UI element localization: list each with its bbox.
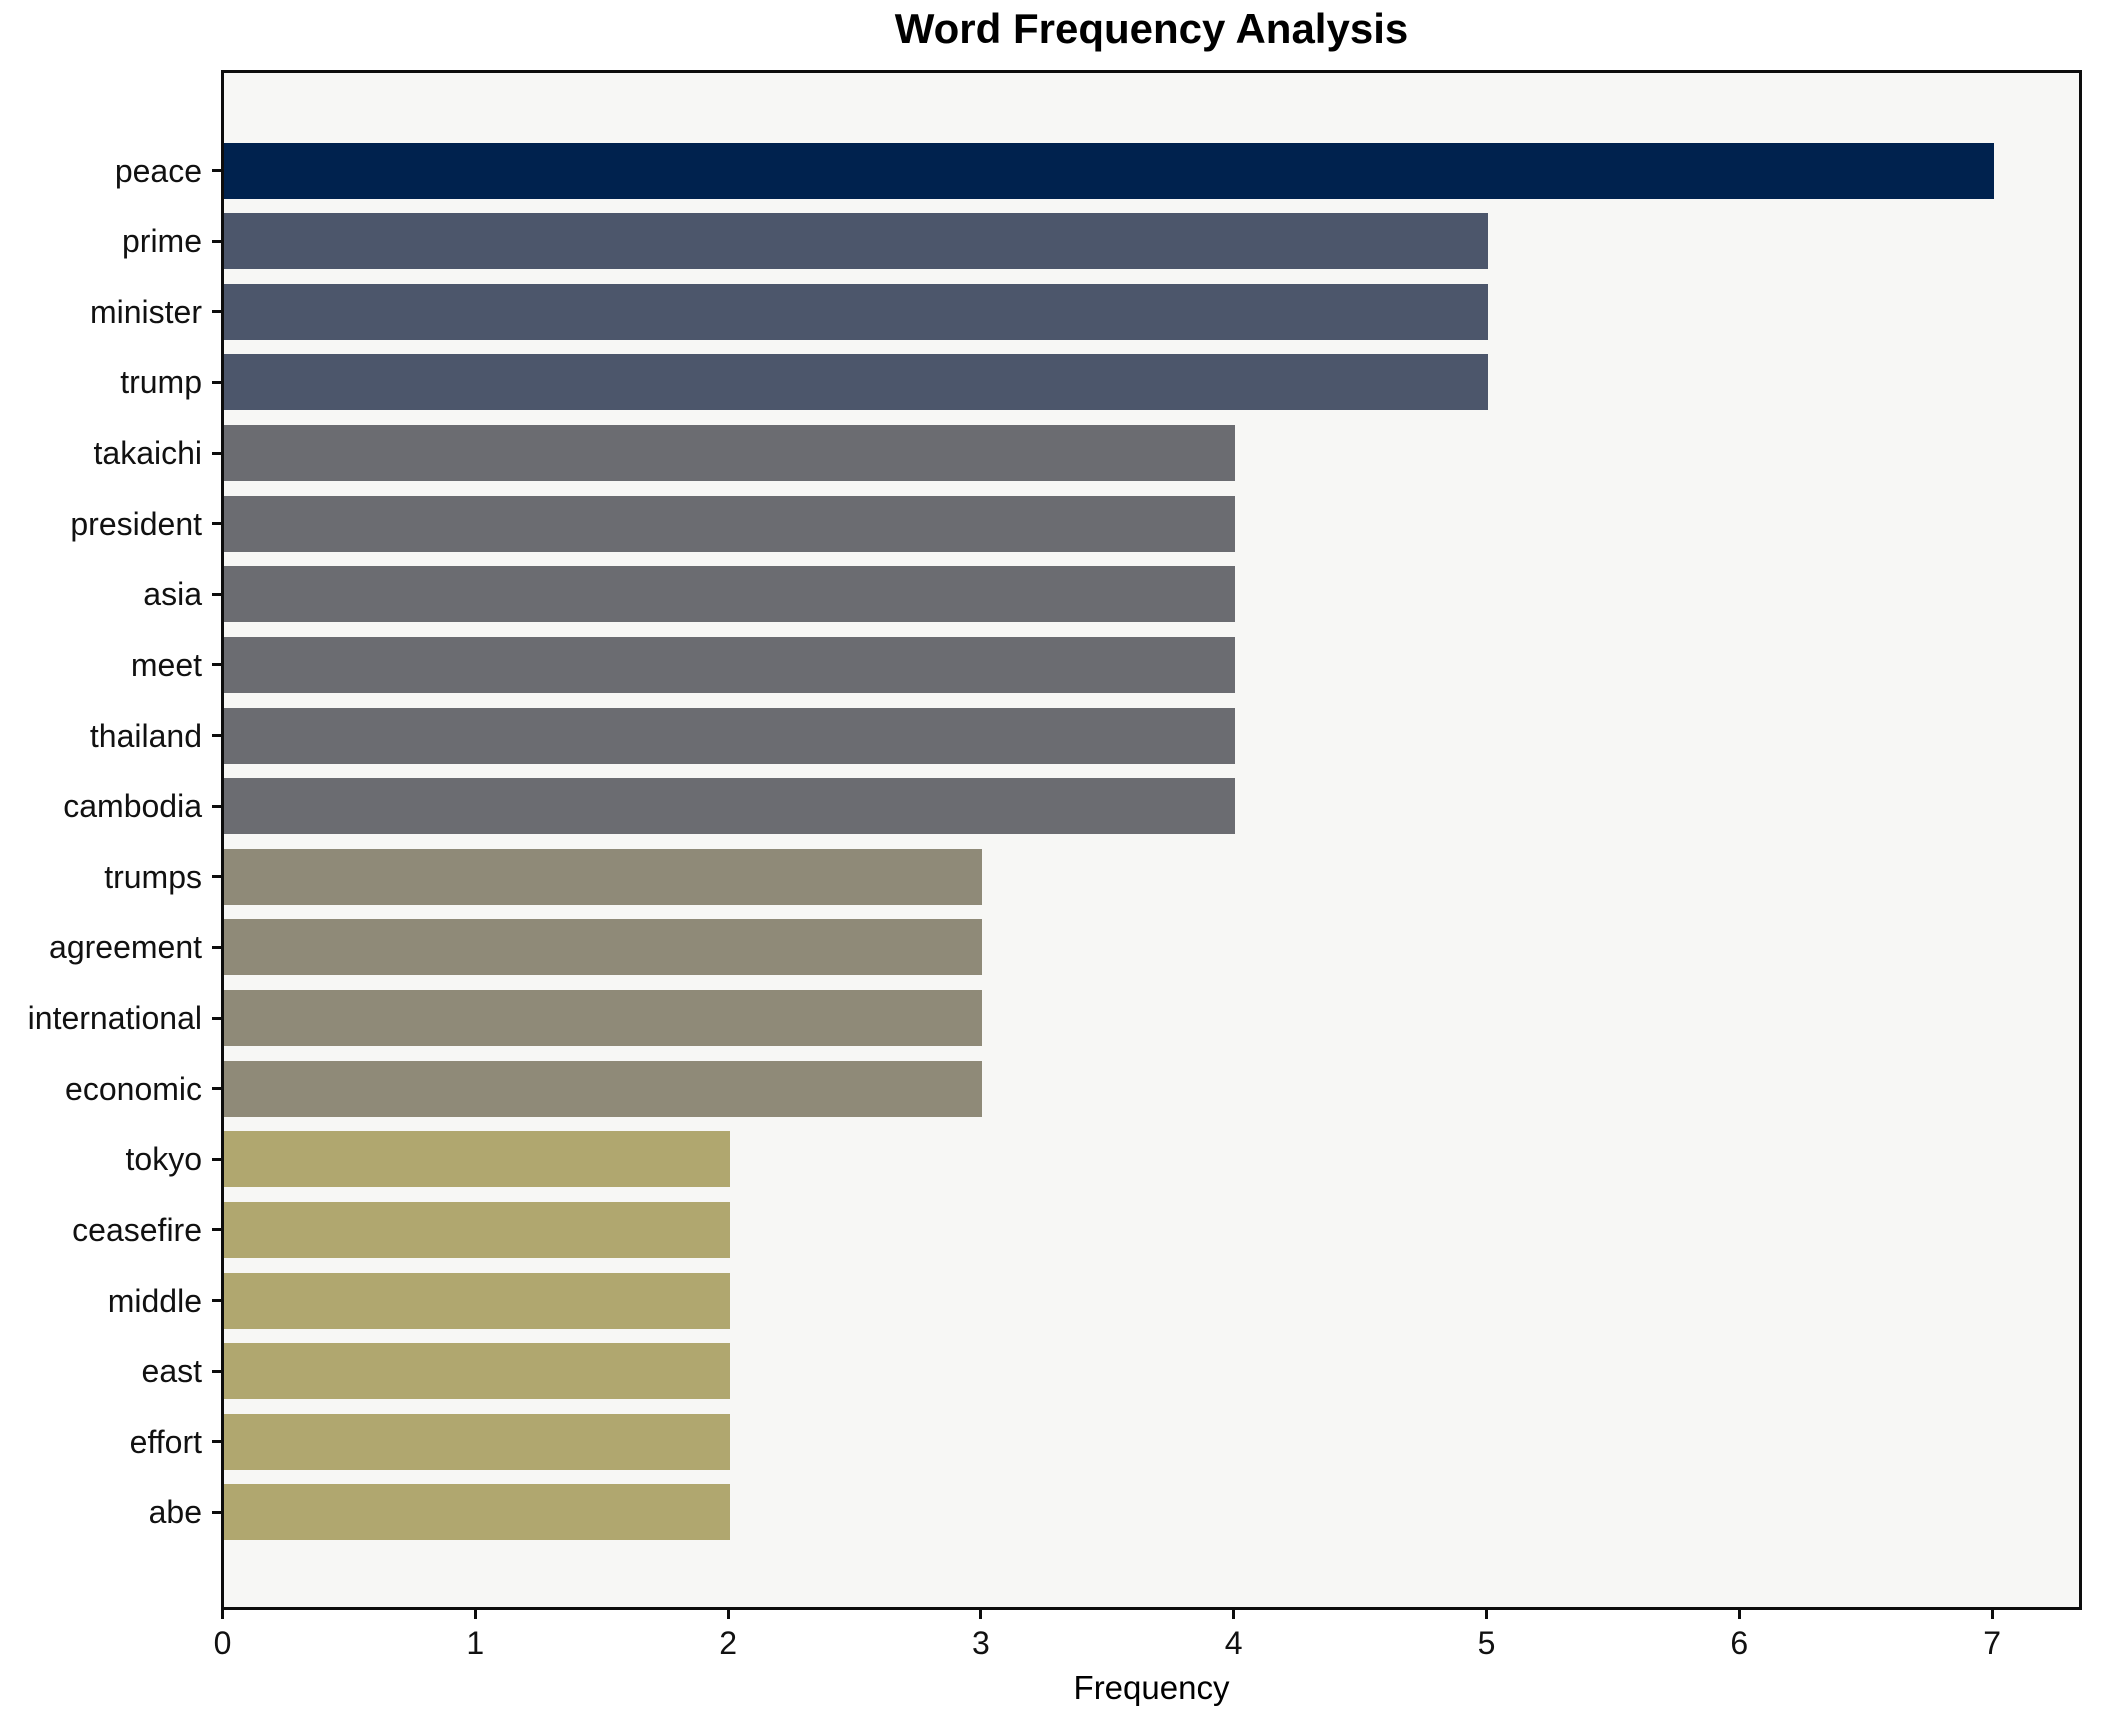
y-tick-label-east: east: [141, 1353, 202, 1390]
y-tick-label-cambodia: cambodia: [63, 788, 202, 825]
bar-economic: [224, 1060, 983, 1117]
bar-abe: [224, 1484, 730, 1541]
y-tick-label-middle: middle: [107, 1282, 202, 1319]
bar-meet: [224, 636, 1236, 693]
bar-trump: [224, 354, 1488, 411]
x-axis-title: Frequency: [1073, 1669, 1230, 1706]
x-tick-mark: [473, 1610, 477, 1619]
y-tick-label-tokyo: tokyo: [125, 1141, 202, 1178]
y-tick-label-international: international: [27, 1000, 202, 1037]
y-tick-mark: [212, 239, 221, 243]
y-tick-mark: [212, 1369, 221, 1373]
plot-area: [221, 70, 2082, 1610]
y-tick-label-trump: trump: [120, 364, 202, 401]
y-tick-mark: [212, 380, 221, 384]
y-tick-label-trumps: trumps: [104, 858, 202, 895]
y-tick-mark: [212, 1299, 221, 1303]
bar-effort: [224, 1413, 730, 1470]
y-tick-label-president: president: [70, 505, 202, 542]
x-tick-mark: [1485, 1610, 1488, 1619]
y-tick-mark: [212, 522, 221, 526]
y-tick-label-economic: economic: [65, 1070, 202, 1107]
bar-thailand: [224, 707, 1236, 764]
x-tick-label-4: 4: [1224, 1625, 1243, 1661]
y-tick-label-abe: abe: [148, 1494, 202, 1531]
y-tick-mark: [212, 1440, 221, 1444]
y-tick-label-ceasefire: ceasefire: [72, 1211, 202, 1248]
y-tick-label-effort: effort: [129, 1423, 202, 1460]
x-tick-label-5: 5: [1477, 1625, 1496, 1661]
x-tick-label-6: 6: [1730, 1625, 1749, 1661]
x-tick-label-7: 7: [1983, 1625, 2001, 1661]
bar-tokyo: [224, 1131, 730, 1188]
y-tick-mark: [212, 451, 221, 455]
chart-title: Word Frequency Analysis: [894, 5, 1409, 52]
bar-peace: [224, 142, 1994, 199]
x-tick-mark: [1232, 1610, 1236, 1619]
y-tick-mark: [212, 804, 221, 808]
y-tick-mark: [212, 1157, 221, 1161]
bar-middle: [224, 1272, 730, 1329]
x-tick-label-3: 3: [971, 1625, 990, 1661]
y-tick-label-prime: prime: [121, 223, 202, 260]
x-tick-label-2: 2: [719, 1625, 737, 1661]
x-tick-mark: [1737, 1610, 1741, 1619]
bar-minister: [224, 283, 1488, 340]
y-tick-mark: [212, 310, 221, 314]
bar-takaichi: [224, 425, 1236, 482]
y-tick-mark: [212, 945, 221, 949]
bar-asia: [224, 566, 1236, 623]
bar-cambodia: [224, 778, 1236, 835]
bar-international: [224, 990, 983, 1047]
x-tick-mark: [221, 1610, 224, 1619]
y-tick-label-takaichi: takaichi: [93, 435, 203, 472]
y-tick-label-thailand: thailand: [89, 717, 202, 754]
bar-agreement: [224, 919, 983, 976]
x-tick-label-1: 1: [466, 1625, 485, 1661]
y-tick-label-minister: minister: [89, 293, 202, 330]
y-tick-mark: [212, 592, 221, 596]
y-tick-label-meet: meet: [130, 646, 202, 683]
x-tick-label-0: 0: [213, 1625, 232, 1661]
y-tick-label-agreement: agreement: [49, 929, 202, 966]
y-tick-mark: [212, 169, 221, 172]
x-tick-mark: [979, 1610, 983, 1619]
y-tick-mark: [212, 663, 221, 667]
y-tick-mark: [212, 1016, 221, 1020]
x-tick-mark: [726, 1610, 730, 1619]
y-tick-mark: [212, 1087, 221, 1091]
bar-prime: [224, 213, 1488, 270]
bar-ceasefire: [224, 1201, 730, 1258]
y-tick-mark: [212, 1510, 221, 1514]
y-tick-mark: [212, 1228, 221, 1232]
y-tick-mark: [212, 734, 221, 738]
y-tick-mark: [212, 875, 221, 879]
bar-east: [224, 1343, 730, 1400]
y-tick-label-asia: asia: [143, 576, 202, 613]
bar-president: [224, 495, 1236, 552]
bar-trumps: [224, 848, 983, 905]
x-tick-mark: [1990, 1610, 1994, 1619]
y-tick-label-peace: peace: [114, 152, 202, 189]
